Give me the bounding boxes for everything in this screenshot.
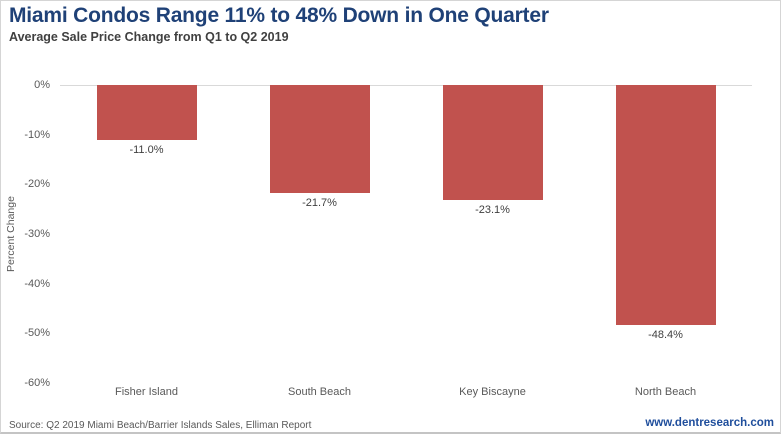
bar-south-beach	[269, 85, 370, 193]
zero-axis-line	[60, 85, 752, 86]
bar-key-biscayne	[442, 85, 543, 200]
bar-fisher-island	[96, 85, 197, 140]
y-axis-tick-label: 0%	[34, 79, 50, 91]
y-axis-tick-label: -60%	[24, 377, 50, 389]
chart-title: Miami Condos Range 11% to 48% Down in On…	[9, 4, 549, 27]
y-axis-tick-label: -10%	[24, 128, 50, 141]
source-note: Source: Q2 2019 Miami Beach/Barrier Isla…	[9, 420, 312, 431]
bar-value-label: -11.0%	[129, 143, 164, 156]
x-axis-category-label: Key Biscayne	[459, 386, 526, 398]
y-axis-tick-label: -40%	[24, 277, 50, 290]
y-axis-tick-label: -50%	[24, 327, 50, 340]
y-axis-tick-label: -30%	[24, 228, 50, 240]
bar-value-label: -21.7%	[302, 196, 337, 209]
bar-value-label: -48.4%	[648, 329, 683, 342]
x-axis-category-label: Fisher Island	[115, 386, 178, 398]
x-axis-category-label: North Beach	[634, 386, 697, 398]
website-link[interactable]: www.dentresearch.com	[645, 417, 774, 429]
bar-north-beach	[615, 85, 716, 326]
chart-subtitle: Average Sale Price Change from Q1 to Q2 …	[9, 30, 289, 44]
y-axis-tick-label: -20%	[24, 178, 50, 191]
x-axis-category-label: South Beach	[288, 386, 351, 398]
bar-value-label: -23.1%	[475, 203, 510, 216]
